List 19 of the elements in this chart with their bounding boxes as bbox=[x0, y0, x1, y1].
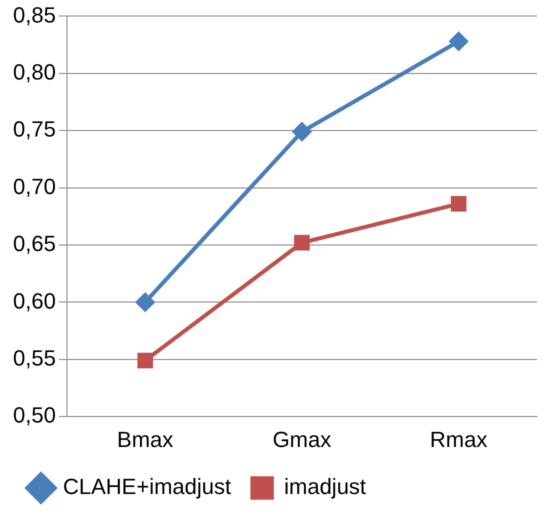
y-tick-label: 0,85 bbox=[12, 2, 56, 28]
point bbox=[448, 32, 468, 52]
point bbox=[137, 352, 154, 368]
y-tick-label: 0,55 bbox=[12, 345, 56, 370]
y-tick-label: 0,80 bbox=[12, 59, 56, 84]
y-tick-label: 0,70 bbox=[12, 174, 56, 199]
y-tick-label: 0,75 bbox=[12, 116, 56, 142]
x-tick-label: Bmax bbox=[117, 426, 174, 452]
point bbox=[450, 196, 466, 212]
x-tick-label: Gmax bbox=[272, 426, 332, 452]
x-tick-label: Rmax bbox=[430, 426, 488, 452]
y-tick-label: 0,60 bbox=[12, 288, 56, 314]
legend-label: imadjust bbox=[284, 474, 366, 500]
y-tick-label: 0,65 bbox=[12, 231, 56, 256]
legend-label: CLAHE+imadjust bbox=[63, 474, 232, 500]
point bbox=[292, 122, 312, 142]
point bbox=[135, 292, 155, 312]
y-tick-label: 0,50 bbox=[12, 402, 56, 428]
point bbox=[294, 234, 310, 251]
